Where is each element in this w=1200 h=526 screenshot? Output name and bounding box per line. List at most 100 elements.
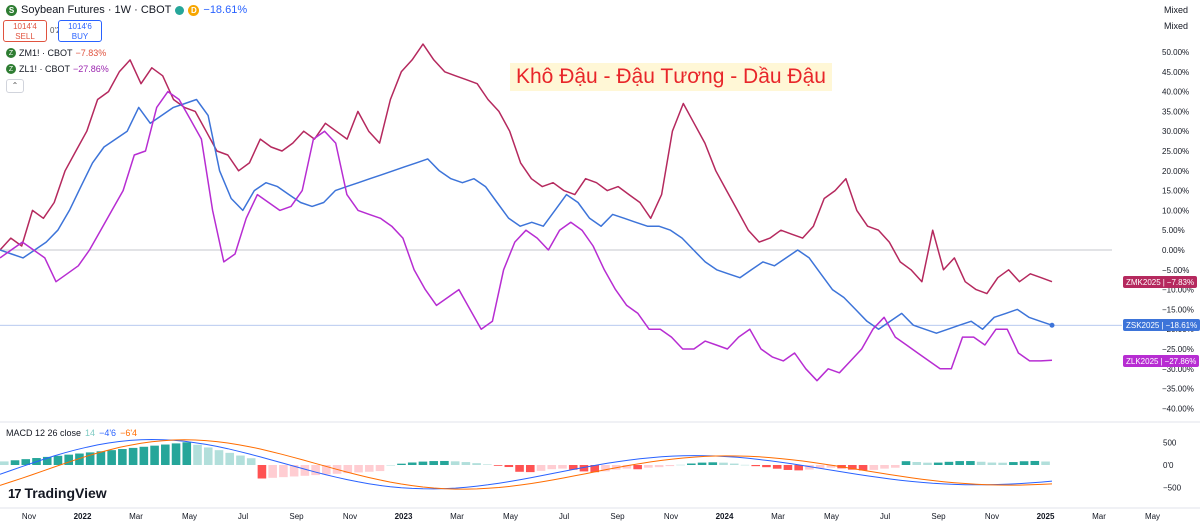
chart-header: S Soybean Futures · 1W · CBOT D −18.61% [6, 3, 247, 17]
macd-histogram-bar [933, 462, 943, 465]
macd-pane: 500 0'0 −500 [0, 421, 1200, 493]
tradingview-logo[interactable]: 17 TradingView [8, 485, 107, 501]
macd-histogram-bar [633, 465, 642, 470]
macd-histogram-bar [53, 455, 63, 465]
dividend-badge[interactable]: D [188, 4, 200, 16]
macd-histogram-bar [139, 446, 149, 465]
macd-histogram-bar [343, 465, 353, 474]
x-tick-label: 2022 [74, 512, 92, 521]
macd-histogram-bar [676, 464, 685, 466]
macd-histogram-bar [203, 447, 213, 465]
y-tick-label: 35.00% [1162, 107, 1189, 116]
macd-histogram-bar [751, 465, 761, 467]
x-tick-label: Sep [289, 512, 304, 521]
x-tick-label: May [182, 512, 197, 521]
macd-histogram-bar [601, 465, 610, 472]
x-tick-label: Jul [238, 512, 248, 521]
macd-histogram-bar [858, 465, 868, 471]
buy-button[interactable]: 1014'6 BUY [58, 20, 102, 42]
macd-histogram-bar [440, 460, 449, 465]
macd-histogram-bar [418, 461, 428, 465]
macd-histogram-bar [461, 462, 471, 465]
grid-lines [0, 249, 1122, 326]
price-tag-zm: ZMK2025 | −7.83% [1123, 276, 1198, 288]
y-tick-label: 45.00% [1162, 68, 1189, 77]
sell-button[interactable]: 1014'4 SELL [3, 20, 47, 42]
macd-histogram-bar [815, 465, 825, 469]
macd-histogram-bar [697, 462, 707, 465]
x-tick-label: Sep [610, 512, 625, 521]
x-tick-label: Jul [880, 512, 890, 521]
scale-mode-main[interactable]: Mixed [1163, 5, 1188, 15]
spread-value: 0'2 [50, 26, 61, 35]
macd-histogram-bar [644, 465, 653, 468]
chart-annotation[interactable]: Khô Đậu - Đậu Tương - Dầu Đậu [510, 63, 832, 91]
x-tick-label: May [1145, 512, 1160, 521]
macd-histogram-bar [772, 465, 782, 469]
y-axis: 50.00% 45.00% 40.00% 35.00% 30.00% 25.00% 20.0… [1162, 48, 1194, 413]
x-tick-label: Mar [450, 512, 464, 521]
tag-name: ZLK2025 [1126, 356, 1159, 366]
macd-line-value: −4'6 [99, 428, 117, 438]
macd-histogram-bar [1009, 462, 1018, 465]
macd-histogram-bar [923, 462, 932, 465]
y-tick-label: 5.00% [1162, 226, 1185, 235]
macd-histogram-bar [386, 465, 396, 466]
macd-histogram-bar [547, 465, 557, 470]
y-tick-label: 20.00% [1162, 167, 1189, 176]
macd-histogram-bar [944, 461, 954, 465]
tag-name: ZSK2025 [1126, 320, 1160, 330]
macd-histogram-bar [21, 459, 31, 465]
macd-histogram-bar [472, 463, 481, 465]
x-tick-label: Mar [771, 512, 785, 521]
y-tick-label: −10.00% [1162, 286, 1194, 295]
macd-histogram-bar [805, 465, 814, 470]
y-tick-label: 30.00% [1162, 127, 1189, 136]
compare-change: −27.86% [73, 64, 109, 74]
macd-histogram-bar [998, 462, 1007, 465]
x-tick-label: 2025 [1037, 512, 1055, 521]
tag-value: −7.83% [1166, 277, 1195, 287]
series-line-zlk2025[interactable] [0, 90, 1053, 382]
tag-name: ZMK2025 [1126, 277, 1161, 287]
buy-label: BUY [71, 32, 89, 41]
series-line-zsk2025[interactable] [0, 98, 1053, 334]
macd-histogram-bar [64, 454, 73, 465]
price-tag-zs: ZSK2025 | −18.61% [1123, 319, 1200, 331]
macd-histogram-bar [279, 465, 288, 478]
macd-histogram-bar [0, 461, 9, 465]
x-tick-label: Nov [664, 512, 678, 521]
macd-histogram-bar [483, 464, 492, 465]
sell-label: SELL [15, 32, 35, 41]
y-tick-label: 50.00% [1162, 48, 1189, 57]
macd-title: MACD 12 26 close [6, 428, 82, 438]
tag-value: −18.61% [1165, 320, 1198, 330]
compare-item-zm[interactable]: Z ZM1! · CBOT −7.83% [6, 48, 106, 58]
compare-item-zl[interactable]: Z ZL1! · CBOT −27.86% [6, 64, 109, 74]
macd-histogram-bar [687, 463, 696, 465]
macd-histogram-bar [762, 465, 771, 468]
macd-legend[interactable]: MACD 12 26 close 14 −4'6 −6'4 [6, 428, 137, 438]
macd-histogram-bar [268, 465, 277, 478]
macd-histogram-bar [311, 465, 320, 476]
symbol-title[interactable]: Soybean Futures · 1W · CBOT [21, 4, 172, 16]
macd-histogram-bar [890, 465, 900, 468]
series-line-zmk2025[interactable] [0, 43, 1053, 295]
y-tick-label: −35.00% [1162, 385, 1194, 394]
x-tick-label: 2023 [395, 512, 413, 521]
collapse-legend-button[interactable]: ⌃ [6, 79, 24, 93]
x-tick-label: May [824, 512, 839, 521]
tag-value: −27.86% [1164, 356, 1197, 366]
macd-histogram-bar [397, 463, 406, 465]
macd-histogram-bar [665, 465, 675, 467]
macd-histogram-bar [364, 465, 374, 472]
macd-histogram-bar [161, 444, 170, 465]
x-tick-label: Nov [343, 512, 357, 521]
macd-histogram-bar [236, 455, 245, 465]
macd-histogram-bar [579, 465, 589, 472]
scale-mode-secondary[interactable]: Mixed [1163, 21, 1188, 31]
macd-hist-value: 14 [85, 428, 96, 438]
macd-histogram-bar [590, 465, 599, 473]
compare-icon: Z [6, 64, 16, 74]
